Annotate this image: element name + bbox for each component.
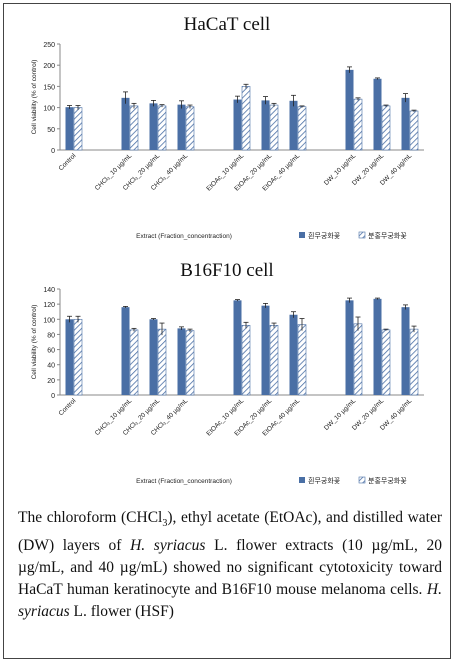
bar — [129, 329, 139, 396]
bar — [157, 105, 167, 151]
bar — [65, 319, 74, 395]
y-tick-label: 200 — [43, 63, 55, 70]
bar — [157, 328, 167, 396]
caption-text-3: L. flower extracts (10 µg/mL, 20 µg/mL, … — [18, 537, 442, 599]
bar — [401, 97, 410, 150]
legend-swatch-solid — [299, 232, 305, 238]
bar — [297, 324, 307, 396]
bar — [401, 307, 410, 395]
chart-title-hacat: HaCaT cell — [183, 14, 271, 35]
chart-b16f10: 0 20 40 60 80 100 120 140 Cell viability (% of c… — [31, 287, 424, 485]
bar — [65, 107, 74, 150]
legend-label: 분홍무궁화꽃 — [368, 231, 407, 240]
y-tick-label: 60 — [47, 348, 55, 355]
bar — [129, 105, 139, 151]
bar — [409, 110, 419, 151]
bar — [233, 300, 242, 395]
bar — [373, 298, 382, 395]
bar — [289, 100, 298, 150]
chart-hacat: 0 50 100 150 200 250 Cell viability (% of cont… — [31, 42, 424, 240]
x-axis-label: Extract (Fraction_concentraction) — [136, 478, 232, 485]
caption-text-4: L. flower (HSF) — [69, 603, 174, 621]
bar — [149, 319, 158, 395]
bar — [373, 78, 382, 150]
bar — [73, 318, 83, 396]
x-tick-label: Control — [58, 397, 78, 417]
y-tick-label: 100 — [43, 317, 55, 324]
bar — [381, 105, 391, 151]
bar — [177, 104, 186, 150]
bar — [289, 314, 298, 395]
y-axis-label: Cell viability (% of control) — [31, 305, 38, 380]
bar — [241, 325, 251, 396]
bar — [297, 106, 307, 151]
bar — [269, 325, 279, 396]
caption-species: H. syriacus — [130, 537, 206, 555]
bar — [353, 323, 363, 396]
legend-label: 흰무궁화꽃 — [308, 231, 341, 240]
caption-subscript: 3 — [162, 518, 168, 530]
y-tick-label: 100 — [43, 106, 55, 113]
legend-swatch-solid — [299, 477, 305, 483]
y-tick-label: 80 — [47, 332, 55, 339]
bar — [345, 69, 354, 150]
bar — [177, 328, 186, 395]
caption-text-1: The chloroform (CHCl — [18, 509, 163, 526]
y-tick-label: 120 — [43, 302, 55, 309]
bar — [121, 97, 130, 150]
chart-title-b16f10: B16F10 cell — [180, 260, 274, 281]
bar — [353, 98, 363, 151]
x-tick-label: Control — [58, 152, 78, 172]
caption-text-2: ), ethyl acetate (EtOAc), and distilled … — [18, 509, 442, 555]
bar — [185, 330, 195, 396]
bar — [149, 103, 158, 150]
y-tick-label: 250 — [43, 42, 55, 49]
caption-species-2: H. syriacus — [18, 581, 442, 621]
y-tick-label: 140 — [43, 287, 55, 294]
bar — [241, 86, 251, 151]
y-tick-label: 0 — [51, 393, 55, 400]
y-tick-label: 0 — [51, 148, 55, 155]
y-axis-label: Cell viability (% of control) — [31, 60, 38, 135]
legend-swatch-hatched — [358, 476, 366, 484]
y-tick-label: 20 — [47, 378, 55, 385]
bar — [381, 329, 391, 396]
legend-label: 분홍무궁화꽃 — [368, 476, 407, 485]
bar — [261, 305, 270, 395]
bar — [121, 307, 130, 395]
bar — [185, 106, 195, 151]
bar — [345, 300, 354, 395]
bar — [233, 99, 242, 150]
bar — [73, 107, 83, 151]
x-axis-label: Extract (Fraction_concentraction) — [136, 233, 232, 240]
bar — [261, 100, 270, 150]
y-tick-label: 50 — [47, 127, 55, 134]
bar — [269, 104, 279, 151]
y-tick-label: 150 — [43, 84, 55, 91]
bar — [409, 328, 419, 396]
legend-label: 흰무궁화꽃 — [308, 476, 341, 485]
figure-caption: The chloroform (CHCl3), ethyl acetate (E… — [18, 507, 442, 623]
y-tick-label: 40 — [47, 363, 55, 370]
legend-swatch-hatched — [358, 231, 366, 239]
figure-frame: HaCaT cell 0 50 100 150 200 250 Cell viability… — [3, 3, 451, 659]
